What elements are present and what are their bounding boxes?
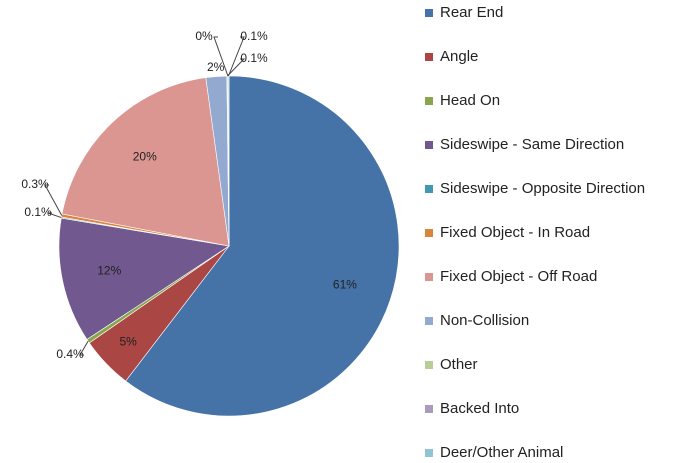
data-label: 61% [333, 277, 357, 291]
leader-line [228, 36, 245, 77]
leader-line [227, 58, 246, 77]
data-label: 0% [195, 29, 213, 43]
legend-swatch [425, 9, 433, 17]
legend-label: Fixed Object - In Road [440, 224, 590, 241]
legend-label: Non-Collision [440, 312, 529, 329]
legend-label: Sideswipe - Same Direction [440, 136, 624, 153]
legend-label: Sideswipe - Opposite Direction [440, 180, 645, 197]
legend-swatch [425, 53, 433, 61]
data-label: 5% [119, 334, 137, 348]
legend-swatch [425, 141, 433, 149]
leader-line [47, 212, 62, 219]
legend-swatch [425, 405, 433, 413]
pie-slice [125, 75, 400, 417]
legend-swatch [425, 361, 433, 369]
legend-label: Fixed Object - Off Road [440, 268, 597, 285]
legend-swatch [425, 97, 433, 105]
data-label: 20% [133, 149, 157, 163]
data-label: 0.1% [240, 29, 268, 43]
data-label: 0.1% [24, 205, 52, 219]
legend-label: Angle [440, 48, 478, 65]
data-label: 0.4% [56, 347, 84, 361]
leader-line [213, 36, 229, 77]
legend-label: Backed Into [440, 400, 519, 417]
data-label: 0.1% [240, 51, 268, 65]
legend-swatch [425, 229, 433, 237]
legend-label: Deer/Other Animal [440, 444, 563, 461]
legend-swatch [425, 449, 433, 457]
pie-slice [58, 217, 230, 340]
legend-label: Head On [440, 92, 500, 109]
legend-swatch [425, 185, 433, 193]
legend-label: Other [440, 356, 478, 373]
leader-line [44, 184, 63, 216]
data-label: 2% [207, 60, 225, 74]
legend-swatch [425, 317, 433, 325]
data-label: 0.3% [21, 177, 49, 191]
leader-line [79, 340, 89, 356]
legend-label: Rear End [440, 4, 503, 21]
data-label: 12% [97, 263, 121, 277]
pie-slice [61, 77, 230, 247]
legend-swatch [425, 273, 433, 281]
